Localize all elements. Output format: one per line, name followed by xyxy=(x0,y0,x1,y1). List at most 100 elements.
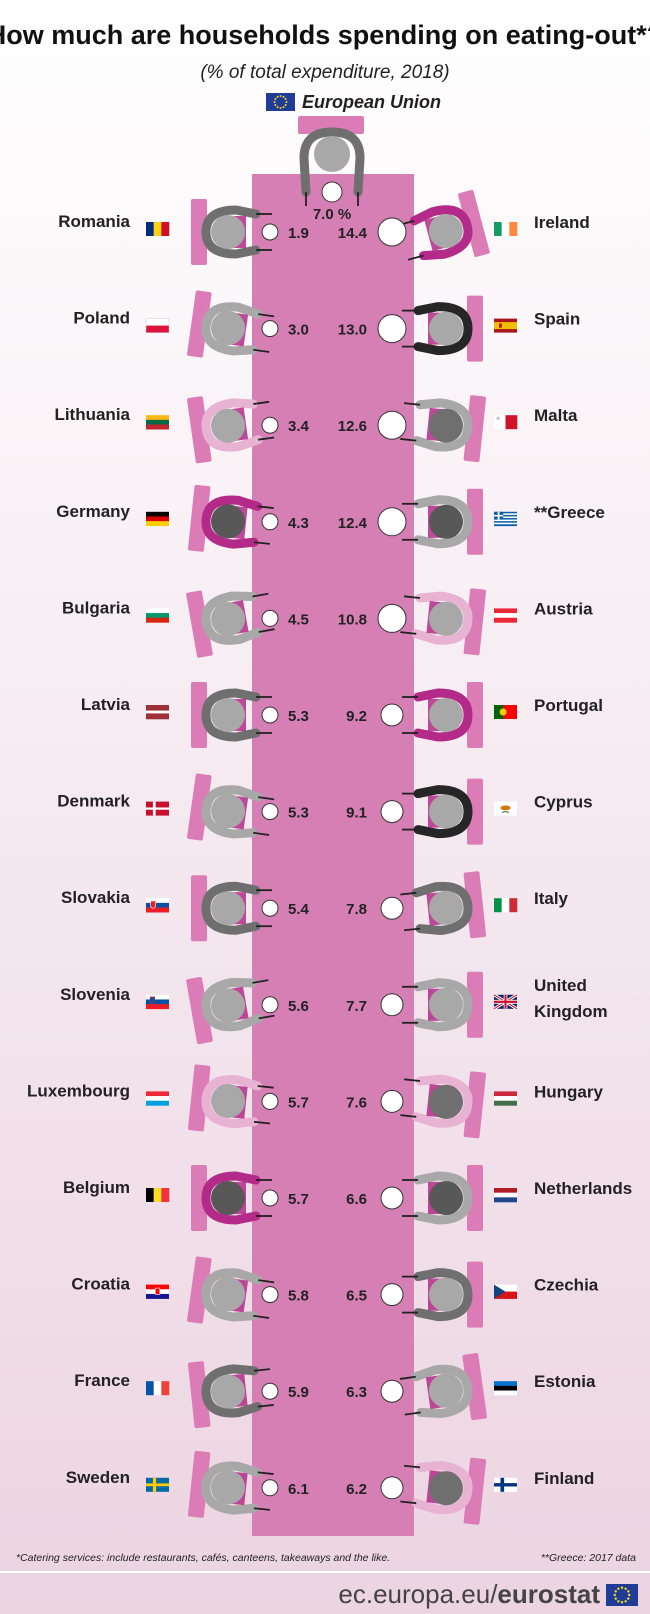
eu-flag-footer-stars xyxy=(606,1584,638,1606)
country-label: Ireland xyxy=(534,213,590,232)
country-label: Netherlands xyxy=(534,1179,632,1198)
left-row: Slovenia 5.6 xyxy=(60,976,309,1045)
diner-right xyxy=(402,1261,483,1328)
country-label: Denmark xyxy=(57,792,130,811)
flag-sweden-icon xyxy=(146,1477,169,1492)
diner-right xyxy=(400,1071,487,1139)
value-label: 3.4 xyxy=(288,418,310,435)
flag-cyprus-icon xyxy=(494,801,517,816)
plate-right xyxy=(380,896,404,920)
right-row: 9.2 Portugal xyxy=(346,682,603,748)
diner-left xyxy=(187,1450,274,1518)
diner-right xyxy=(400,588,487,656)
country-label: Germany xyxy=(56,502,130,521)
plate-left xyxy=(261,1189,279,1207)
flag-malta-icon xyxy=(494,415,518,430)
plate-left xyxy=(261,513,279,531)
plate-right xyxy=(377,410,407,440)
diner-right xyxy=(402,295,483,362)
flag-estonia-icon xyxy=(494,1381,517,1396)
value-label: 5.3 xyxy=(288,708,309,725)
left-row: Denmark 5.3 xyxy=(57,773,309,841)
diner-left xyxy=(187,1064,274,1132)
plate-right xyxy=(377,314,407,344)
flag-france-icon xyxy=(146,1381,170,1396)
diner-left xyxy=(186,590,275,658)
right-row: 7.8 Italy xyxy=(346,871,569,939)
eu-value-label: 7.0 % xyxy=(313,206,351,223)
value-label: 6.1 xyxy=(288,1481,309,1498)
country-label: Slovakia xyxy=(61,888,131,907)
diner-left xyxy=(191,682,272,748)
value-label: 13.0 xyxy=(338,322,367,339)
value-label: 5.8 xyxy=(288,1288,309,1305)
plate-left xyxy=(261,1479,279,1497)
right-row: 6.2 Finland xyxy=(346,1457,594,1525)
plate-right xyxy=(380,993,404,1017)
chart-title: How much are households spending on eati… xyxy=(0,20,650,50)
value-label: 7.6 xyxy=(346,1094,367,1111)
flag-netherlands-icon xyxy=(494,1188,517,1203)
country-label: France xyxy=(74,1371,130,1390)
eurostat-brand: ec.europa.eu/eurostat xyxy=(338,1579,638,1609)
footnote-greece: **Greece: 2017 data xyxy=(541,1552,636,1564)
diner-left xyxy=(187,1256,275,1324)
diner-left xyxy=(187,773,275,841)
left-row: Germany 4.3 xyxy=(56,484,309,552)
left-row: Sweden 6.1 xyxy=(66,1450,309,1518)
plate-right xyxy=(377,507,407,537)
value-label: 6.6 xyxy=(346,1191,367,1208)
left-row: Romania 1.9 xyxy=(58,199,309,265)
plate-left xyxy=(261,803,279,821)
eurostat-logo-text: ec.europa.eu/eurostat xyxy=(338,1579,600,1609)
country-label: Estonia xyxy=(534,1372,596,1391)
flag-hungary-icon xyxy=(494,1091,517,1106)
left-row: France 5.9 xyxy=(74,1361,309,1429)
value-label: 14.4 xyxy=(338,225,368,242)
plate-right xyxy=(380,703,404,727)
left-row: Poland 3.0 xyxy=(73,290,309,358)
diner-right xyxy=(402,1165,483,1231)
value-label: 7.8 xyxy=(346,901,367,918)
footnote-catering: *Catering services: include restaurants,… xyxy=(16,1552,390,1564)
diner-right xyxy=(398,189,490,261)
value-label: 5.6 xyxy=(288,998,309,1015)
plate-right xyxy=(380,800,404,824)
right-row: 9.1 Cyprus xyxy=(346,778,593,845)
flag-portugal-icon xyxy=(494,705,517,719)
country-label: Portugal xyxy=(534,696,603,715)
diner-right xyxy=(400,395,487,463)
country-label: Bulgaria xyxy=(62,598,131,617)
plate-right xyxy=(380,1379,404,1403)
diner-left xyxy=(186,976,275,1045)
country-label: Poland xyxy=(73,309,130,328)
right-row: 12.4 **Greece xyxy=(338,488,605,555)
country-label: Hungary xyxy=(534,1082,604,1101)
flag-luxembourg-icon xyxy=(146,1091,169,1106)
plate-right xyxy=(377,603,407,633)
plate-left xyxy=(261,223,279,241)
value-label: 4.5 xyxy=(288,611,309,628)
flag-finland-icon xyxy=(494,1477,517,1492)
left-row: Croatia 5.8 xyxy=(71,1256,309,1324)
diner-right xyxy=(400,1457,487,1525)
country-label: Cyprus xyxy=(534,793,593,812)
value-label: 5.3 xyxy=(288,805,309,822)
country-label: Latvia xyxy=(81,695,131,714)
plate-left xyxy=(261,609,279,627)
country-label: Malta xyxy=(534,406,578,425)
dining-table xyxy=(252,174,414,1536)
right-row: 7.7 United Kingdom xyxy=(346,971,608,1038)
left-row: Latvia 5.3 xyxy=(81,682,309,748)
plate-eu xyxy=(321,181,343,203)
diner-right xyxy=(399,1353,487,1421)
plate-left xyxy=(261,899,279,917)
value-label: 9.1 xyxy=(346,805,367,822)
value-label: 6.3 xyxy=(346,1384,367,1401)
flag-poland-icon xyxy=(145,318,170,333)
value-label: 10.8 xyxy=(338,611,367,628)
diner-left xyxy=(187,396,275,464)
eu-seat: 7.0 % xyxy=(298,116,365,223)
right-row: 7.6 Hungary xyxy=(346,1071,604,1139)
value-label: 3.0 xyxy=(288,322,309,339)
